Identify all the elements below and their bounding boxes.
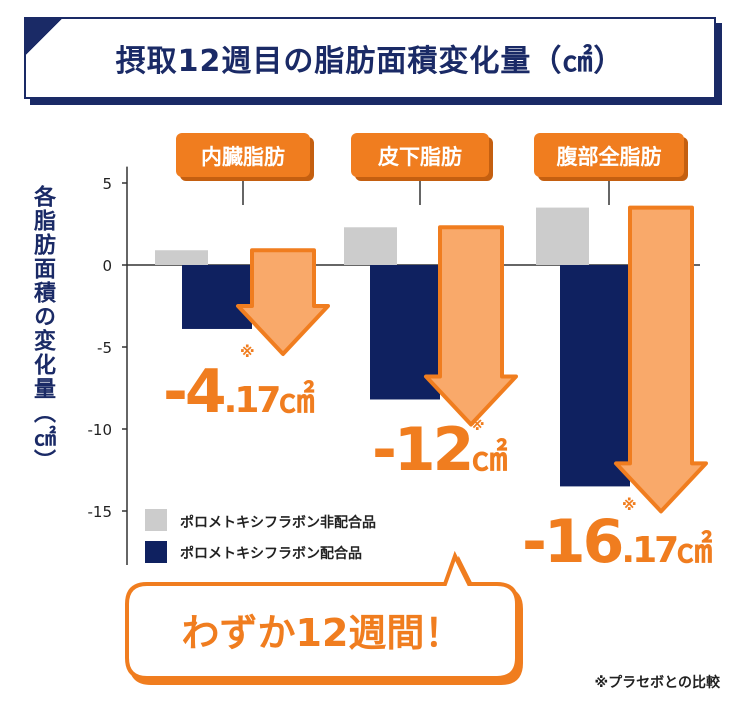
placebo-bar-3 [536, 207, 589, 265]
category-label-3: 腹部全脂肪 [534, 133, 688, 205]
y-tick-label: -15 [88, 503, 113, 521]
page-title: 摂取12週目の脂肪面積変化量（㎠） [115, 44, 625, 79]
difference-decimal: .17 [224, 380, 280, 421]
difference-arrow-2 [424, 225, 518, 427]
callout-text: わずか12週間！ [182, 611, 463, 655]
difference-label-1: -4.17㎠ [163, 357, 314, 427]
legend-label-placebo: ポロメトキシフラボン非配合品 [180, 514, 376, 531]
legend-label-test: ポロメトキシフラボン配合品 [180, 545, 362, 562]
callout-bg [125, 550, 519, 680]
difference-unit: ㎠ [471, 437, 507, 479]
y-tick-label: -10 [88, 421, 113, 439]
difference-main: -12 [372, 415, 471, 485]
category-label-text: 腹部全脂肪 [557, 145, 662, 169]
category-label-2: 皮下脂肪 [351, 133, 493, 205]
difference-note-mark: ※ [470, 416, 485, 434]
category-label-text: 皮下脂肪 [378, 145, 462, 169]
legend-swatch-placebo [145, 509, 167, 531]
placebo-bar-2 [344, 227, 397, 265]
placebo-bar-1 [155, 250, 208, 265]
category-label-bg [176, 133, 310, 177]
y-tick-label: -5 [97, 339, 112, 357]
difference-label-2: -12㎠ [372, 415, 507, 485]
test-bar-1 [182, 265, 252, 329]
difference-unit: ㎠ [278, 379, 314, 421]
difference-unit: ㎠ [676, 529, 712, 571]
difference-main: -16 [522, 507, 622, 577]
y-tick-label: 0 [102, 257, 112, 275]
category-label-bg [351, 133, 489, 177]
category-label-text: 内臓脂肪 [201, 145, 285, 169]
difference-arrow-3 [614, 205, 708, 514]
test-bar-3 [560, 265, 630, 487]
category-label-bg [534, 133, 684, 177]
y-axis-label: 各脂肪面積の変化量（㎠） [30, 185, 55, 473]
footnote: ※プラセボとの比較 [594, 675, 720, 691]
difference-decimal: .17 [621, 530, 677, 571]
title-box: 摂取12週目の脂肪面積変化量（㎠） [24, 17, 716, 99]
legend-swatch-test [145, 541, 167, 563]
callout-bubble: わずか12週間！ [125, 550, 523, 685]
y-tick-label: 5 [102, 175, 112, 193]
difference-main: -4 [163, 357, 224, 427]
difference-note-mark: ※ [240, 343, 255, 361]
difference-note-mark: ※ [622, 496, 637, 514]
difference-arrow-1 [236, 248, 330, 356]
difference-label-3: -16.17㎠ [522, 507, 712, 577]
category-label-1: 内臓脂肪 [176, 133, 314, 205]
